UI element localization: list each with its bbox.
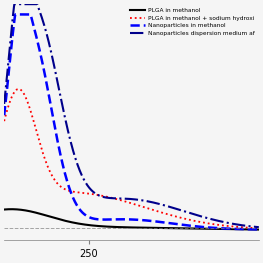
Nanoparticles dispersion medium af [158, 202, 161, 205]
Nanoparticles dispersion medium af [18, 3, 22, 6]
Legend: PLGA in methanol, PLGA in methanol + sodium hydroxi, Nanoparticles in methanol, : PLGA in methanol, PLGA in methanol + sod… [129, 7, 256, 37]
Nanoparticles in methanol [14, 13, 17, 16]
PLGA in methanol [3, 208, 6, 211]
Line: PLGA in methanol + sodium hydroxi: PLGA in methanol + sodium hydroxi [4, 89, 259, 228]
Nanoparticles in methanol [158, 220, 161, 223]
PLGA in methanol [18, 208, 22, 211]
Nanoparticles in methanol [222, 227, 225, 230]
PLGA in methanol + sodium hydroxi [158, 210, 161, 213]
PLGA in methanol [151, 226, 154, 229]
Nanoparticles dispersion medium af [151, 201, 154, 204]
PLGA in methanol + sodium hydroxi [3, 120, 6, 123]
PLGA in methanol [222, 227, 225, 231]
Nanoparticles dispersion medium af [165, 204, 168, 208]
Nanoparticles in methanol [151, 220, 154, 223]
PLGA in methanol [158, 226, 161, 230]
PLGA in methanol [257, 228, 260, 231]
PLGA in methanol + sodium hydroxi [196, 220, 199, 223]
PLGA in methanol + sodium hydroxi [222, 224, 225, 227]
Nanoparticles dispersion medium af [222, 220, 225, 224]
Line: Nanoparticles dispersion medium af: Nanoparticles dispersion medium af [4, 4, 259, 227]
Line: PLGA in methanol: PLGA in methanol [4, 209, 259, 230]
Nanoparticles dispersion medium af [196, 214, 199, 217]
Nanoparticles in methanol [257, 228, 260, 231]
Nanoparticles in methanol [196, 225, 199, 228]
PLGA in methanol + sodium hydroxi [165, 213, 168, 216]
Nanoparticles in methanol [18, 13, 22, 16]
Nanoparticles dispersion medium af [257, 226, 260, 229]
Nanoparticles dispersion medium af [3, 102, 6, 105]
PLGA in methanol [196, 227, 199, 230]
Nanoparticles in methanol [165, 221, 168, 224]
Line: Nanoparticles in methanol: Nanoparticles in methanol [4, 14, 259, 229]
PLGA in methanol + sodium hydroxi [18, 88, 22, 91]
PLGA in methanol + sodium hydroxi [17, 87, 20, 90]
Nanoparticles dispersion medium af [13, 3, 16, 6]
PLGA in methanol [165, 226, 168, 230]
PLGA in methanol + sodium hydroxi [151, 208, 154, 211]
PLGA in methanol + sodium hydroxi [257, 227, 260, 230]
PLGA in methanol [10, 208, 13, 211]
Nanoparticles in methanol [3, 114, 6, 117]
